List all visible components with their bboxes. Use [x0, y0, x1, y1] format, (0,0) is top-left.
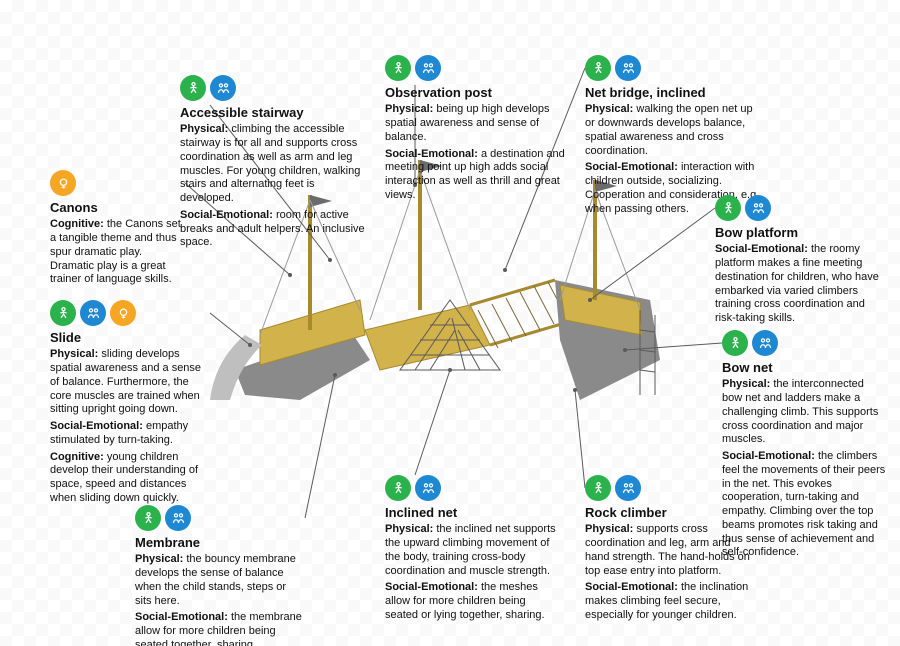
callout-line: Social-Emotional: the membrane allow for… [135, 611, 305, 646]
callout-stairway: Accessible stairway Physical: climbing th… [180, 75, 370, 253]
green-badge-icon [50, 300, 76, 326]
icon-row [715, 195, 880, 221]
callout-line: Cognitive: young children develop their … [50, 451, 210, 506]
icon-row [180, 75, 370, 101]
blue-badge-icon [745, 195, 771, 221]
callout-title: Canons [50, 200, 185, 216]
green-badge-icon [135, 505, 161, 531]
icon-row [50, 300, 210, 326]
callout-line: Physical: sliding develops spatial aware… [50, 348, 210, 417]
callout-line: Physical: walking the open net up or dow… [585, 103, 765, 158]
blue-badge-icon [210, 75, 236, 101]
green-badge-icon [722, 330, 748, 356]
orange-badge-icon [50, 170, 76, 196]
callout-line: Social-Emotional: the meshes allow for m… [385, 581, 560, 622]
icon-row [722, 330, 887, 356]
blue-badge-icon [752, 330, 778, 356]
blue-badge-icon [165, 505, 191, 531]
callout-line: Physical: the inclined net supports the … [385, 523, 560, 578]
callout-line: Social-Emotional: the climbers feel the … [722, 450, 887, 560]
callout-line: Social-Emotional: the inclination makes … [585, 581, 755, 622]
blue-badge-icon [615, 475, 641, 501]
callout-title: Net bridge, inclined [585, 85, 765, 101]
callout-slide: Slide Physical: sliding develops spatial … [50, 300, 210, 509]
callout-bow_net: Bow net Physical: the interconnected bow … [722, 330, 887, 563]
green-badge-icon [180, 75, 206, 101]
callout-line: Social-Emotional: empathy stimulated by … [50, 420, 210, 448]
green-badge-icon [585, 475, 611, 501]
callout-observation: Observation post Physical: being up high … [385, 55, 570, 206]
callout-title: Inclined net [385, 505, 560, 521]
callout-line: Social-Emotional: a destination and meet… [385, 148, 570, 203]
callout-line: Cognitive: the Canons set a tangible the… [50, 218, 185, 287]
callout-line: Social-Emotional: the roomy platform mak… [715, 243, 880, 326]
green-badge-icon [585, 55, 611, 81]
icon-row [135, 505, 305, 531]
icon-row [385, 55, 570, 81]
blue-badge-icon [415, 475, 441, 501]
callout-line: Physical: climbing the accessible stairw… [180, 123, 370, 206]
callout-title: Observation post [385, 85, 570, 101]
callout-title: Bow net [722, 360, 887, 376]
callout-bow_platform: Bow platform Social-Emotional: the roomy … [715, 195, 880, 329]
callout-line: Physical: the interconnected bow net and… [722, 378, 887, 447]
callout-line: Physical: the bouncy membrane develops t… [135, 553, 305, 608]
icon-row [385, 475, 560, 501]
green-badge-icon [385, 475, 411, 501]
callout-title: Accessible stairway [180, 105, 370, 121]
callout-canons: Canons Cognitive: the Canons set a tangib… [50, 170, 185, 290]
blue-badge-icon [615, 55, 641, 81]
callout-title: Slide [50, 330, 210, 346]
callout-title: Bow platform [715, 225, 880, 241]
green-badge-icon [385, 55, 411, 81]
callout-title: Membrane [135, 535, 305, 551]
blue-badge-icon [415, 55, 441, 81]
callout-inclined_net: Inclined net Physical: the inclined net s… [385, 475, 560, 626]
callout-line: Social-Emotional: room for active breaks… [180, 209, 370, 250]
green-badge-icon [715, 195, 741, 221]
icon-row [585, 55, 765, 81]
blue-badge-icon [80, 300, 106, 326]
orange-badge-icon [110, 300, 136, 326]
callout-line: Physical: being up high develops spatial… [385, 103, 570, 144]
callout-membrane: Membrane Physical: the bouncy membrane de… [135, 505, 305, 646]
icon-row [50, 170, 185, 196]
